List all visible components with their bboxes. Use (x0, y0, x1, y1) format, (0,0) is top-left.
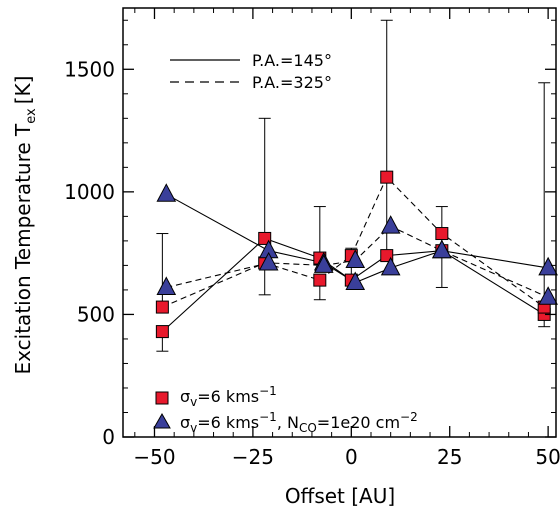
y-axis-title-main: Excitation Temperature T (11, 123, 35, 374)
triangle-marker (380, 215, 401, 234)
legend-triangles-sup2: −2 (400, 410, 418, 424)
legend-triangles-nco: , N (277, 413, 299, 432)
x-tick-label: 25 (437, 445, 462, 469)
y-tick-label: 0 (102, 425, 115, 449)
legend-label-squares: σv=6 kms−1 (180, 384, 277, 409)
square-marker (313, 273, 327, 287)
legend-triangles-sigma: σ (180, 413, 190, 432)
legend-triangles-density: =1e20 cm (317, 413, 400, 432)
y-axis-title-sub: ex (24, 108, 39, 124)
x-tick-label: −50 (133, 445, 175, 469)
triangle-marker (432, 239, 452, 259)
legend-squares-sup: −1 (259, 384, 277, 398)
y-tick-label: 1000 (64, 180, 115, 204)
legend-label-pa145: P.A.=145° (252, 51, 332, 70)
y-tick-label: 500 (77, 302, 115, 326)
legend-squares-value: =6 kms (197, 387, 259, 406)
legend-label-pa325: P.A.=325° (252, 73, 332, 92)
legend-squares-sub-v: v (190, 395, 197, 409)
triangle-marker (538, 286, 558, 305)
x-tick-label: 50 (535, 445, 560, 469)
triangle-marker (156, 276, 177, 295)
series-layer (156, 19, 551, 352)
legend-triangles-sub-v: v (190, 421, 197, 435)
y-tick-label: 1500 (64, 57, 115, 81)
legend-triangles-value: =6 kms (197, 413, 259, 432)
x-tick-label: 0 (345, 445, 358, 469)
square-marker (435, 227, 449, 241)
legend-squares-sigma: σ (180, 387, 190, 406)
y-axis-title-unit: [K] (11, 76, 35, 105)
triangle-marker (258, 251, 279, 271)
triangle-marker (380, 256, 401, 276)
legend-label-triangles: σv=6 kms−1, NCO=1e20 cm−2 (180, 410, 418, 435)
marker-layer (155, 170, 558, 339)
x-axis-title: Offset [AU] (285, 484, 395, 508)
triangle-marker (345, 271, 366, 291)
x-tick-label: −25 (232, 445, 274, 469)
legend: P.A.=145° P.A.=325° σv=6 kms−1 σv=6 kms−… (153, 51, 418, 435)
legend-triangles-sup1: −1 (259, 410, 277, 424)
triangle-marker (313, 254, 334, 273)
y-axis-title: Excitation Temperature Tex [K] (11, 76, 39, 375)
triangle-marker (538, 256, 558, 276)
plot-frame (122, 7, 557, 438)
legend-triangles-sub-co: CO (299, 421, 317, 435)
legend-triangle-marker (153, 412, 171, 429)
square-marker (380, 170, 394, 184)
legend-square-marker (155, 391, 169, 405)
square-marker (155, 325, 169, 339)
triangle-marker (156, 183, 177, 202)
square-marker (155, 300, 169, 314)
triangle-marker (345, 249, 366, 268)
